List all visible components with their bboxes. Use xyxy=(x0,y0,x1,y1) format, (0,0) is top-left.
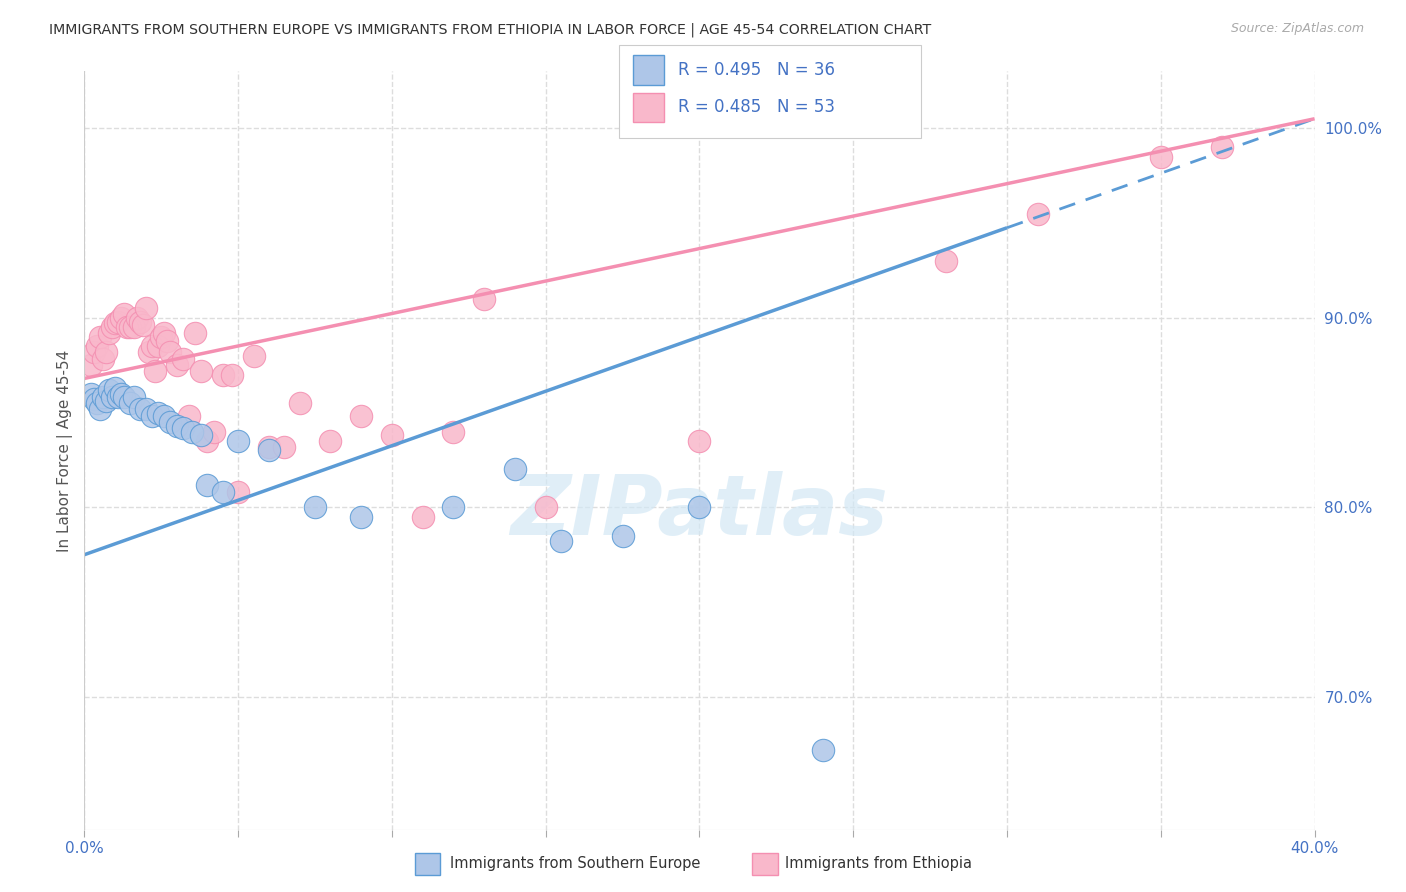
Point xyxy=(117,320,139,334)
Point xyxy=(104,317,127,331)
Point xyxy=(89,329,111,343)
Point xyxy=(412,509,434,524)
Point xyxy=(135,401,157,416)
Point xyxy=(122,391,145,405)
Point xyxy=(550,534,572,549)
Point xyxy=(381,428,404,442)
Text: Immigrants from Southern Europe: Immigrants from Southern Europe xyxy=(450,856,700,871)
Point xyxy=(811,743,834,757)
Point xyxy=(132,318,155,333)
Point xyxy=(166,358,188,372)
Point xyxy=(83,392,105,407)
Point xyxy=(689,500,711,515)
Point xyxy=(153,409,176,424)
Point xyxy=(612,529,634,543)
Point xyxy=(257,440,280,454)
Point xyxy=(159,415,181,429)
Text: R = 0.495   N = 36: R = 0.495 N = 36 xyxy=(678,61,835,79)
Point xyxy=(190,428,212,442)
Point xyxy=(202,425,225,439)
Point xyxy=(184,326,207,340)
Point xyxy=(98,383,120,397)
Point xyxy=(172,420,194,434)
Point xyxy=(319,434,342,448)
Point xyxy=(153,326,176,340)
Point xyxy=(110,310,132,325)
Point xyxy=(689,434,711,448)
Point xyxy=(122,320,145,334)
Point xyxy=(98,326,120,340)
Y-axis label: In Labor Force | Age 45-54: In Labor Force | Age 45-54 xyxy=(58,350,73,551)
Point xyxy=(128,314,150,328)
Point xyxy=(503,462,526,476)
Point xyxy=(177,409,200,424)
Text: R = 0.485   N = 53: R = 0.485 N = 53 xyxy=(678,98,835,117)
Point xyxy=(211,485,233,500)
Point xyxy=(112,391,135,405)
Point xyxy=(112,307,135,321)
Point xyxy=(79,386,101,401)
Point xyxy=(135,301,157,316)
Point xyxy=(94,344,117,359)
Point xyxy=(150,329,173,343)
Point xyxy=(534,500,557,515)
Point xyxy=(273,440,295,454)
Point xyxy=(472,292,495,306)
Text: IMMIGRANTS FROM SOUTHERN EUROPE VS IMMIGRANTS FROM ETHIOPIA IN LABOR FORCE | AGE: IMMIGRANTS FROM SOUTHERN EUROPE VS IMMIG… xyxy=(49,22,931,37)
Point xyxy=(156,334,179,348)
Point xyxy=(172,352,194,367)
Point xyxy=(91,352,114,367)
Point xyxy=(350,409,373,424)
Point xyxy=(288,396,311,410)
Point xyxy=(221,368,243,382)
Point xyxy=(141,409,163,424)
Point xyxy=(148,405,170,419)
Point xyxy=(197,434,219,448)
Point xyxy=(107,391,129,405)
Point xyxy=(1026,206,1049,220)
Point xyxy=(79,358,101,372)
Point xyxy=(89,401,111,416)
Point xyxy=(242,349,264,363)
Text: Source: ZipAtlas.com: Source: ZipAtlas.com xyxy=(1230,22,1364,36)
Point xyxy=(104,381,127,395)
Point xyxy=(350,509,373,524)
Point xyxy=(304,500,326,515)
Point xyxy=(1150,150,1173,164)
Point xyxy=(138,344,160,359)
Point xyxy=(211,368,233,382)
Point xyxy=(101,320,124,334)
Point xyxy=(83,344,105,359)
Point xyxy=(91,391,114,405)
Point xyxy=(226,485,249,500)
Point xyxy=(148,339,170,353)
Point xyxy=(120,320,142,334)
Point xyxy=(197,477,219,491)
Point xyxy=(94,394,117,409)
Point xyxy=(143,364,166,378)
Point xyxy=(107,314,129,328)
Point xyxy=(166,418,188,433)
Point xyxy=(86,339,108,353)
Point xyxy=(226,434,249,448)
Point xyxy=(110,386,132,401)
Text: Immigrants from Ethiopia: Immigrants from Ethiopia xyxy=(785,856,972,871)
Point xyxy=(1211,140,1233,154)
Point xyxy=(86,396,108,410)
Point xyxy=(125,310,148,325)
Point xyxy=(443,500,465,515)
Point xyxy=(159,344,181,359)
Point xyxy=(443,425,465,439)
Text: ZIPatlas: ZIPatlas xyxy=(510,471,889,551)
Point xyxy=(101,391,124,405)
Point xyxy=(181,425,204,439)
Point xyxy=(190,364,212,378)
Point xyxy=(935,253,957,268)
Point xyxy=(141,339,163,353)
Point xyxy=(120,396,142,410)
Point xyxy=(128,401,150,416)
Point xyxy=(257,443,280,458)
